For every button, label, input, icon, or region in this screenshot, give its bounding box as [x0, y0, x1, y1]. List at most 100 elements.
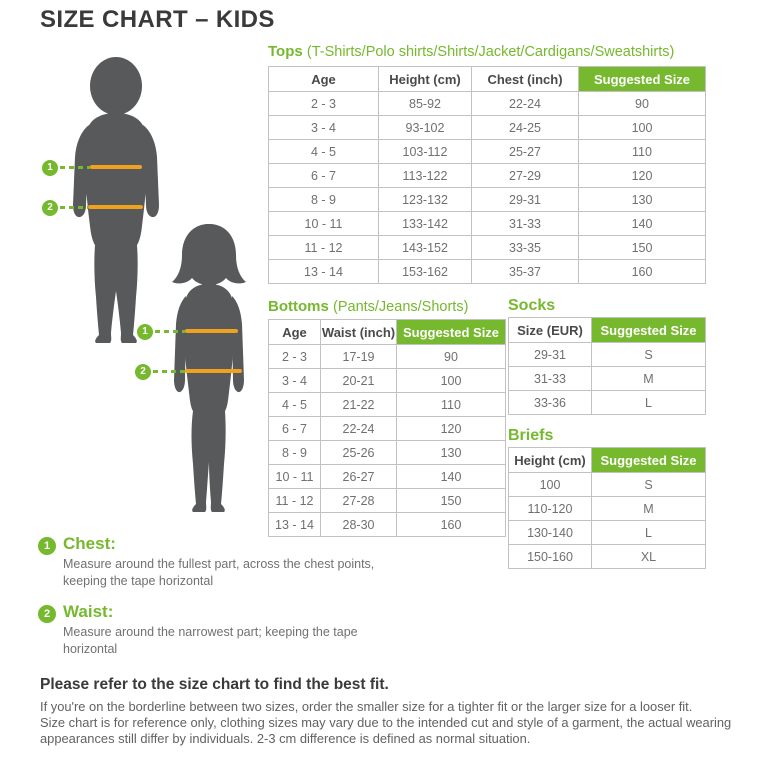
- table-row: 6 - 7 22-24 120: [268, 416, 506, 441]
- table-cell: 27-29: [471, 163, 579, 188]
- socks-heading-label: Socks: [508, 297, 556, 314]
- table-cell: 3 - 4: [268, 115, 379, 140]
- tops-table-body: 2 - 3 85-92 22-24 90 3 - 4 93-102 24-25 100 4 - …: [268, 91, 706, 284]
- boy-silhouette: [64, 57, 168, 347]
- girl-waist-dash-line: [153, 370, 185, 373]
- column-header: Size (EUR): [508, 317, 592, 343]
- table-header-row: Height (cm) Suggested Size: [508, 447, 706, 473]
- girl-chest-dash-line: [155, 330, 185, 333]
- table-cell: 150-160: [508, 544, 592, 569]
- table-cell: 8 - 9: [268, 440, 321, 465]
- footer-line-1: If you're on the borderline between two …: [40, 699, 693, 714]
- table-cell: 110: [396, 392, 506, 417]
- table-cell: 22-24: [320, 416, 397, 441]
- table-cell: 160: [396, 512, 506, 537]
- table-row: 33-36 L: [508, 390, 706, 415]
- table-cell: 100: [396, 368, 506, 393]
- page-title: SIZE CHART – KIDS: [40, 6, 275, 33]
- footer-line-2: Size chart is for reference only, clothi…: [40, 715, 732, 746]
- briefs-heading-label: Briefs: [508, 427, 554, 444]
- table-cell: L: [591, 390, 706, 415]
- girl-waist-measure-line: [185, 369, 242, 373]
- table-cell: S: [591, 342, 706, 367]
- table-cell: 10 - 11: [268, 211, 379, 236]
- table-cell: 33-35: [471, 235, 579, 260]
- table-cell: 120: [578, 163, 706, 188]
- chest-note-text: Measure around the fullest part, across …: [63, 557, 375, 588]
- table-cell: 2 - 3: [268, 344, 321, 369]
- table-row: 10 - 11 26-27 140: [268, 464, 506, 489]
- table-cell: XL: [591, 544, 706, 569]
- column-header-suggested-size: Suggested Size: [578, 66, 706, 92]
- table-cell: 130: [578, 187, 706, 212]
- tops-table-header: Age Height (cm) Chest (inch) Suggested S…: [268, 66, 706, 92]
- girl-silhouette: [165, 222, 253, 518]
- table-cell: 31-33: [508, 366, 592, 391]
- tops-heading-label: Tops: [268, 43, 303, 60]
- column-header-suggested-size: Suggested Size: [591, 447, 706, 473]
- girl-chest-marker-badge: 1: [137, 324, 153, 340]
- tops-table: Age Height (cm) Chest (inch) Suggested S…: [268, 66, 706, 284]
- table-cell: 110: [578, 139, 706, 164]
- table-cell: 93-102: [378, 115, 472, 140]
- table-cell: M: [591, 496, 706, 521]
- boy-waist-marker-badge: 2: [42, 200, 58, 216]
- table-cell: 35-37: [471, 259, 579, 284]
- table-cell: 120: [396, 416, 506, 441]
- table-row: 8 - 9 123-132 29-31 130: [268, 187, 706, 212]
- boy-chest-measure-line: [90, 165, 142, 169]
- table-cell: 153-162: [378, 259, 472, 284]
- table-row: 150-160 XL: [508, 544, 706, 569]
- table-cell: 4 - 5: [268, 139, 379, 164]
- table-cell: 33-36: [508, 390, 592, 415]
- table-cell: 90: [578, 91, 706, 116]
- boy-waist-dash-line: [60, 206, 88, 209]
- table-cell: 85-92: [378, 91, 472, 116]
- table-cell: 3 - 4: [268, 368, 321, 393]
- table-cell: 130-140: [508, 520, 592, 545]
- table-row: 130-140 L: [508, 520, 706, 545]
- table-cell: 90: [396, 344, 506, 369]
- table-row: 4 - 5 21-22 110: [268, 392, 506, 417]
- table-cell: 4 - 5: [268, 392, 321, 417]
- column-header-suggested-size: Suggested Size: [396, 319, 506, 345]
- chest-note-label: Chest:: [63, 534, 116, 553]
- table-row: 10 - 11 133-142 31-33 140: [268, 211, 706, 236]
- table-cell: 25-26: [320, 440, 397, 465]
- table-row: 3 - 4 93-102 24-25 100: [268, 115, 706, 140]
- boy-chest-marker-badge: 1: [42, 160, 58, 176]
- bottoms-heading-label: Bottoms: [268, 298, 329, 315]
- table-cell: 28-30: [320, 512, 397, 537]
- table-cell: 27-28: [320, 488, 397, 513]
- table-cell: 100: [508, 472, 592, 497]
- girl-silhouette-graphic: [172, 224, 246, 512]
- table-cell: 133-142: [378, 211, 472, 236]
- table-cell: S: [591, 472, 706, 497]
- table-cell: 110-120: [508, 496, 592, 521]
- table-cell: 140: [578, 211, 706, 236]
- table-cell: 130: [396, 440, 506, 465]
- table-row: 13 - 14 153-162 35-37 160: [268, 259, 706, 284]
- socks-table: Size (EUR) Suggested Size 29-31 S 31-33 M 33…: [508, 317, 706, 415]
- table-cell: 100: [578, 115, 706, 140]
- table-cell: 11 - 12: [268, 488, 321, 513]
- waist-note-text: Measure around the narrowest part; keepi…: [63, 625, 358, 656]
- waist-note-badge: 2: [38, 605, 56, 623]
- table-cell: 26-27: [320, 464, 397, 489]
- chest-note-badge: 1: [38, 537, 56, 555]
- table-cell: 143-152: [378, 235, 472, 260]
- table-row: 3 - 4 20-21 100: [268, 368, 506, 393]
- table-row: 6 - 7 113-122 27-29 120: [268, 163, 706, 188]
- table-row: 2 - 3 17-19 90: [268, 344, 506, 369]
- waist-note-label: Waist:: [63, 602, 114, 621]
- table-row: 100 S: [508, 472, 706, 497]
- bottoms-table: Age Waist (inch) Suggested Size 2 - 3 17-…: [268, 319, 506, 537]
- table-cell: 31-33: [471, 211, 579, 236]
- briefs-table-body: 100 S 110-120 M 130-140 L 150-160 XL: [508, 472, 706, 569]
- column-header: Chest (inch): [471, 66, 579, 92]
- table-header-row: Size (EUR) Suggested Size: [508, 317, 706, 343]
- table-cell: 2 - 3: [268, 91, 379, 116]
- table-row: 4 - 5 103-112 25-27 110: [268, 139, 706, 164]
- bottoms-heading-subtitle: (Pants/Jeans/Shorts): [333, 299, 469, 315]
- table-cell: 29-31: [508, 342, 592, 367]
